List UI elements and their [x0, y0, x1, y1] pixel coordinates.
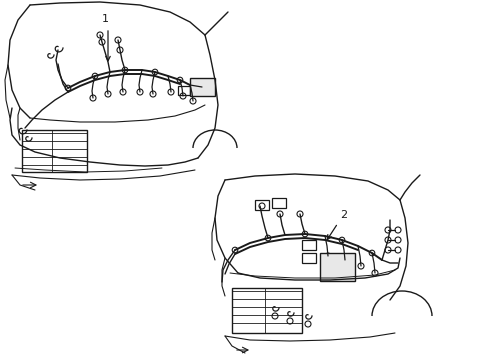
- Bar: [190, 78, 215, 96]
- Bar: [254, 200, 268, 210]
- Bar: [302, 253, 315, 263]
- Bar: [231, 288, 302, 333]
- Bar: [271, 198, 285, 208]
- Bar: [319, 253, 354, 281]
- Bar: [302, 240, 315, 250]
- Text: 2: 2: [339, 210, 346, 220]
- Bar: [22, 130, 87, 172]
- Bar: [178, 86, 190, 95]
- Text: 1: 1: [102, 14, 108, 24]
